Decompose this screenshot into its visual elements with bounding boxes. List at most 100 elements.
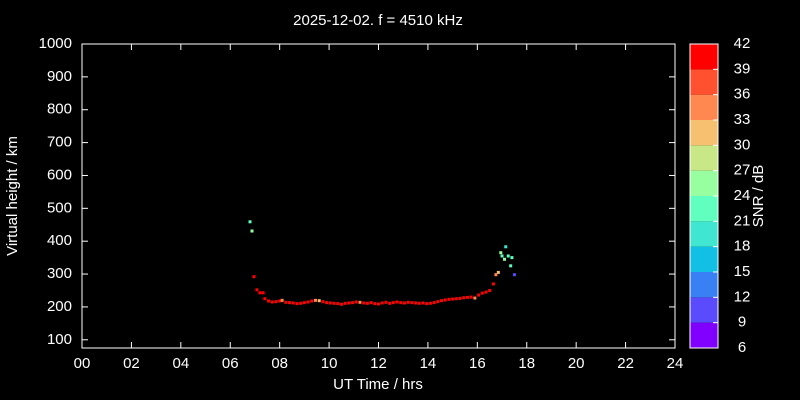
y-tick-label: 200 bbox=[47, 298, 72, 315]
colorbar-tick-label: 15 bbox=[734, 263, 751, 280]
colorbar-swatch bbox=[690, 94, 718, 120]
point bbox=[365, 301, 369, 305]
y-tick-label: 1000 bbox=[39, 35, 72, 52]
y-tick-label: 600 bbox=[47, 166, 72, 183]
point bbox=[336, 302, 340, 306]
point bbox=[500, 254, 504, 258]
x-tick-label: 18 bbox=[518, 355, 535, 372]
point bbox=[484, 290, 488, 294]
colorbar-tick-label: 18 bbox=[734, 238, 751, 255]
point bbox=[406, 300, 410, 304]
point bbox=[473, 296, 477, 300]
colorbar-swatch bbox=[690, 297, 718, 323]
colorbar-tick-label: 30 bbox=[734, 136, 751, 153]
point bbox=[454, 297, 458, 301]
point bbox=[369, 301, 373, 305]
y-axis-label: Virtual height / km bbox=[4, 136, 21, 256]
chart-title: 2025-12-02. f = 4510 kHz bbox=[293, 12, 463, 29]
x-tick-label: 02 bbox=[123, 355, 140, 372]
point bbox=[321, 300, 325, 304]
colorbar-swatch bbox=[690, 221, 718, 247]
point bbox=[377, 302, 380, 306]
x-tick-label: 12 bbox=[370, 355, 387, 372]
point bbox=[278, 299, 282, 303]
point bbox=[270, 300, 274, 304]
point bbox=[325, 301, 329, 305]
y-tick-label: 100 bbox=[47, 331, 72, 348]
point bbox=[250, 229, 254, 233]
point bbox=[440, 299, 444, 303]
x-tick-label: 06 bbox=[222, 355, 239, 372]
point bbox=[399, 301, 403, 305]
point bbox=[267, 299, 271, 303]
colorbar-tick-label: 6 bbox=[738, 339, 746, 356]
point bbox=[436, 300, 440, 304]
x-tick-label: 16 bbox=[469, 355, 486, 372]
point bbox=[258, 291, 262, 295]
colorbar-swatch bbox=[690, 322, 718, 348]
point bbox=[291, 301, 295, 305]
point bbox=[414, 301, 418, 305]
point bbox=[391, 301, 395, 305]
point bbox=[299, 301, 303, 305]
point bbox=[373, 302, 377, 306]
point bbox=[494, 273, 498, 277]
colorbar-outline bbox=[689, 43, 719, 349]
x-tick-label: 00 bbox=[74, 355, 91, 372]
colorbar-tick-label: 33 bbox=[734, 111, 751, 128]
point bbox=[509, 264, 513, 268]
point bbox=[280, 298, 284, 302]
point bbox=[432, 301, 436, 305]
point bbox=[510, 256, 514, 260]
point bbox=[402, 301, 406, 305]
y-tick-label: 500 bbox=[47, 199, 72, 216]
point bbox=[362, 301, 366, 305]
point bbox=[284, 300, 288, 304]
point bbox=[288, 301, 292, 305]
y-tick-label: 900 bbox=[47, 68, 72, 85]
point bbox=[252, 275, 256, 279]
x-tick-label: 24 bbox=[667, 355, 684, 372]
x-tick-label: 08 bbox=[271, 355, 288, 372]
colorbar-tick-label: 9 bbox=[738, 314, 746, 331]
point bbox=[274, 300, 278, 304]
point bbox=[388, 301, 392, 305]
point bbox=[343, 301, 347, 305]
point bbox=[488, 288, 492, 292]
colorbar-swatch bbox=[690, 272, 718, 298]
colorbar-swatch bbox=[690, 69, 718, 95]
x-axis-label: UT Time / hrs bbox=[333, 376, 423, 393]
x-tick-label: 22 bbox=[617, 355, 634, 372]
point bbox=[384, 300, 388, 304]
colorbar-tick-label: 27 bbox=[734, 162, 751, 179]
point bbox=[358, 300, 362, 304]
point bbox=[503, 257, 507, 261]
point bbox=[465, 295, 469, 299]
point bbox=[380, 301, 384, 305]
point bbox=[447, 297, 451, 301]
colorbar-swatch bbox=[690, 196, 718, 222]
colorbar-tick-label: 21 bbox=[734, 212, 751, 229]
point bbox=[421, 301, 425, 305]
point bbox=[462, 296, 466, 300]
point bbox=[351, 301, 355, 305]
point bbox=[425, 302, 429, 306]
point bbox=[261, 291, 265, 295]
y-tick-label: 700 bbox=[47, 134, 72, 151]
x-tick-label: 10 bbox=[321, 355, 338, 372]
point bbox=[491, 282, 495, 286]
colorbar-tick-label: 12 bbox=[734, 288, 751, 305]
point bbox=[477, 293, 481, 297]
point bbox=[317, 299, 321, 303]
colorbar-tick-label: 42 bbox=[734, 35, 751, 52]
point bbox=[504, 245, 508, 249]
point bbox=[506, 254, 510, 258]
point bbox=[354, 300, 358, 304]
point bbox=[512, 273, 516, 277]
y-tick-label: 300 bbox=[47, 265, 72, 282]
colorbar-swatch bbox=[690, 170, 718, 196]
point bbox=[332, 301, 336, 305]
point bbox=[417, 301, 421, 305]
colorbar-swatch bbox=[690, 145, 718, 171]
